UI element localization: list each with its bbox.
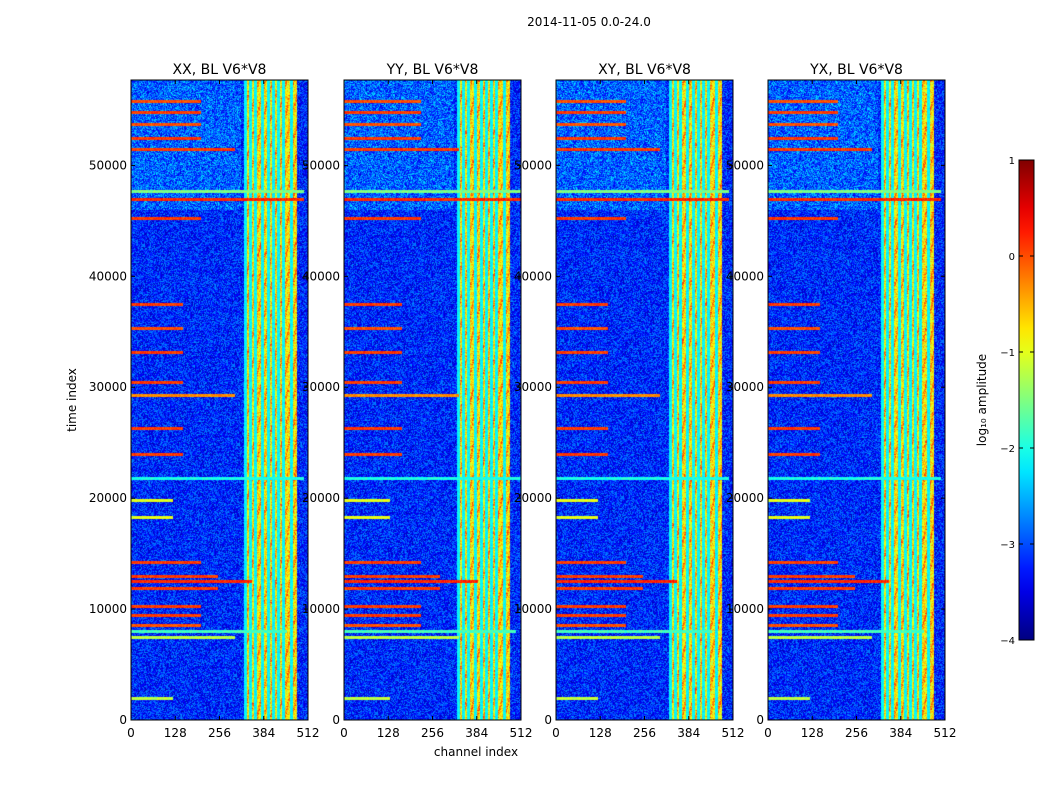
x-tick-label: 0 — [127, 726, 135, 740]
colorbar-gradient — [1018, 159, 1035, 641]
colorbar-tick-label: −3 — [1000, 540, 1015, 551]
x-tick-label: 384 — [677, 726, 700, 740]
y-tick-label: 20000 — [726, 491, 764, 505]
x-tick-label: 128 — [801, 726, 824, 740]
y-tick-label: 10000 — [726, 602, 764, 616]
y-tick-label: 30000 — [514, 380, 552, 394]
colorbar-tick-label: −2 — [1000, 444, 1015, 455]
y-axis-label: time index — [65, 368, 79, 432]
panel-yy: YY, BL V6*V8 0 128 256 384 512 0 10000 20000 3000… — [302, 62, 533, 740]
x-tick-label: 0 — [552, 726, 560, 740]
panel-xx: XX, BL V6*V8 0 128 256 384 512 0 10000 20000 3000… — [89, 62, 320, 740]
x-tick-label: 0 — [340, 726, 348, 740]
x-tick-label: 256 — [421, 726, 444, 740]
y-tick-label: 30000 — [726, 380, 764, 394]
spectrogram-image — [344, 80, 521, 720]
panel-title: XY, BL V6*V8 — [598, 62, 691, 78]
y-tick-label: 0 — [332, 713, 340, 727]
colorbar-tick-label: 0 — [1009, 252, 1015, 263]
panel-title: YX, BL V6*V8 — [809, 62, 903, 78]
figure-title: 2014-11-05 0.0-24.0 — [527, 15, 651, 29]
spectrogram-image — [768, 80, 945, 720]
colorbar: 1 0 −1 −2 −3 −4 log₁₀ amplitude — [975, 156, 1035, 647]
y-tick-label: 10000 — [514, 602, 552, 616]
y-tick-label: 0 — [544, 713, 552, 727]
spectrogram-image — [131, 80, 308, 720]
y-tick-label: 20000 — [514, 491, 552, 505]
x-tick-label: 512 — [722, 726, 745, 740]
y-tick-label: 50000 — [302, 158, 340, 172]
colorbar-tick-label: −4 — [1000, 636, 1015, 647]
y-tick-label: 40000 — [302, 269, 340, 283]
y-tick-label: 50000 — [726, 158, 764, 172]
y-tick-label: 20000 — [302, 491, 340, 505]
y-tick-label: 30000 — [89, 380, 127, 394]
x-tick-label: 128 — [164, 726, 187, 740]
x-tick-label: 384 — [465, 726, 488, 740]
y-tick-label: 0 — [119, 713, 127, 727]
colorbar-tick-label: 1 — [1009, 156, 1015, 167]
y-tick-label: 10000 — [89, 602, 127, 616]
y-tick-label: 40000 — [514, 269, 552, 283]
y-tick-label: 50000 — [89, 158, 127, 172]
y-tick-label: 50000 — [514, 158, 552, 172]
y-tick-label: 0 — [756, 713, 764, 727]
y-tick-label: 20000 — [89, 491, 127, 505]
x-tick-label: 0 — [764, 726, 772, 740]
x-tick-label: 128 — [589, 726, 612, 740]
colorbar-label: log₁₀ amplitude — [975, 354, 989, 446]
x-tick-label: 512 — [297, 726, 320, 740]
panel-xy: XY, BL V6*V8 0 128 256 384 512 0 10000 20000 3000… — [514, 62, 745, 740]
x-tick-label: 384 — [889, 726, 912, 740]
colorbar-tick-label: −1 — [1000, 348, 1015, 359]
y-tick-label: 30000 — [302, 380, 340, 394]
x-tick-label: 256 — [845, 726, 868, 740]
x-tick-label: 128 — [377, 726, 400, 740]
x-tick-label: 256 — [633, 726, 656, 740]
panels-group: XX, BL V6*V8 0 128 256 384 512 0 10000 20000 3000… — [89, 62, 957, 740]
y-tick-label: 10000 — [302, 602, 340, 616]
y-tick-label: 40000 — [89, 269, 127, 283]
x-axis-label: channel index — [434, 745, 518, 759]
x-tick-label: 512 — [510, 726, 533, 740]
spectrogram-image — [556, 80, 733, 720]
y-tick-label: 40000 — [726, 269, 764, 283]
panel-title: YY, BL V6*V8 — [386, 62, 479, 78]
panel-title: XX, BL V6*V8 — [173, 62, 267, 78]
x-tick-label: 256 — [208, 726, 231, 740]
x-tick-label: 384 — [252, 726, 275, 740]
x-tick-label: 512 — [934, 726, 957, 740]
panel-yx: YX, BL V6*V8 0 128 256 384 512 0 10000 20000 3000… — [726, 62, 957, 740]
